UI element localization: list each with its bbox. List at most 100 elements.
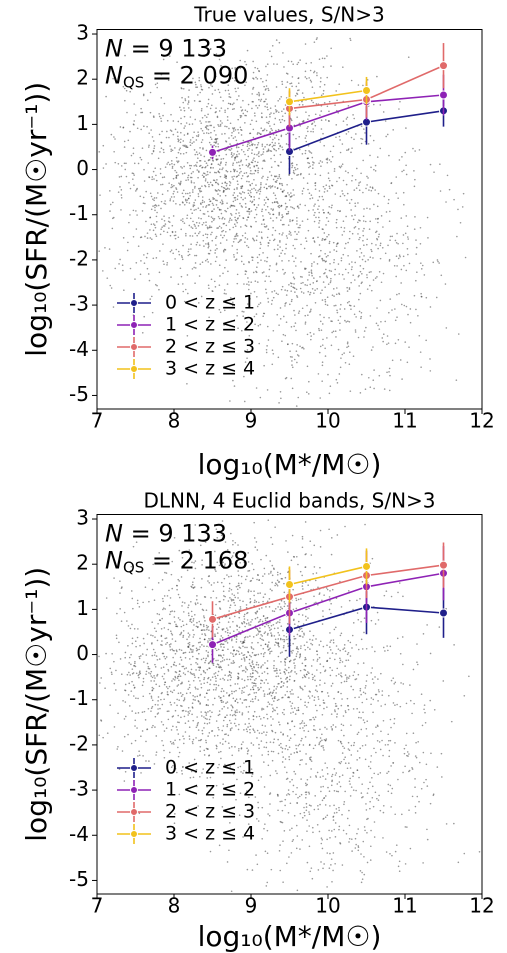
background-point bbox=[292, 642, 294, 645]
background-point bbox=[276, 110, 278, 112]
background-point bbox=[288, 660, 291, 663]
background-point bbox=[271, 692, 274, 695]
background-point bbox=[364, 829, 366, 832]
background-point bbox=[206, 227, 209, 230]
background-point bbox=[199, 745, 202, 748]
background-point bbox=[224, 149, 226, 152]
background-point bbox=[266, 187, 268, 190]
background-point bbox=[215, 659, 217, 662]
background-point bbox=[253, 196, 255, 198]
background-point bbox=[403, 747, 406, 750]
background-point bbox=[253, 665, 255, 668]
background-point bbox=[217, 193, 219, 195]
background-point bbox=[187, 179, 190, 181]
background-point bbox=[337, 739, 340, 742]
background-point bbox=[297, 355, 300, 357]
background-point bbox=[115, 634, 118, 637]
background-point bbox=[425, 763, 428, 766]
background-point bbox=[190, 180, 193, 182]
x-tick-label: 8 bbox=[168, 409, 181, 433]
background-point bbox=[360, 620, 362, 623]
background-point bbox=[261, 145, 264, 147]
background-point bbox=[193, 131, 195, 133]
background-point bbox=[209, 107, 212, 110]
background-point bbox=[169, 199, 171, 202]
background-point bbox=[278, 142, 280, 145]
background-point bbox=[353, 117, 355, 120]
background-point bbox=[356, 612, 359, 614]
background-point bbox=[198, 244, 201, 246]
background-point bbox=[276, 672, 278, 674]
background-point bbox=[386, 133, 389, 136]
y-axis-label: log₁₀(SFR/(M☉yr⁻¹)) bbox=[20, 82, 53, 357]
background-point bbox=[119, 592, 121, 594]
background-point bbox=[201, 578, 203, 580]
background-point bbox=[153, 763, 156, 765]
background-point bbox=[216, 537, 219, 539]
background-point bbox=[151, 686, 154, 689]
background-point bbox=[333, 170, 336, 172]
background-point bbox=[220, 158, 223, 160]
background-point bbox=[284, 649, 287, 652]
background-point bbox=[196, 241, 199, 244]
background-point bbox=[287, 224, 290, 226]
background-point bbox=[332, 288, 335, 290]
background-point bbox=[257, 261, 259, 264]
background-point bbox=[205, 174, 207, 176]
background-point bbox=[176, 677, 179, 679]
background-point bbox=[187, 768, 190, 770]
background-point bbox=[316, 263, 319, 265]
background-point bbox=[299, 124, 302, 127]
background-point bbox=[324, 778, 327, 780]
background-point bbox=[243, 311, 245, 313]
background-point bbox=[266, 63, 269, 65]
background-point bbox=[179, 618, 181, 621]
background-point bbox=[346, 342, 349, 345]
background-point bbox=[247, 143, 249, 146]
background-point bbox=[186, 334, 189, 337]
background-point bbox=[255, 184, 257, 186]
background-point bbox=[253, 157, 255, 159]
y-tick-label: -1 bbox=[69, 201, 89, 225]
background-point bbox=[321, 847, 324, 850]
background-point bbox=[222, 585, 225, 588]
background-point bbox=[207, 640, 209, 642]
background-point bbox=[363, 336, 365, 338]
background-point bbox=[238, 653, 241, 656]
background-point bbox=[224, 174, 226, 176]
background-point bbox=[316, 823, 319, 826]
background-point bbox=[343, 747, 346, 749]
background-point bbox=[333, 249, 335, 251]
background-point bbox=[163, 151, 165, 154]
background-point bbox=[317, 236, 319, 239]
background-point bbox=[211, 711, 213, 714]
background-point bbox=[365, 698, 368, 700]
background-point bbox=[243, 263, 245, 265]
background-point bbox=[378, 233, 380, 236]
background-point bbox=[304, 43, 307, 45]
background-point bbox=[153, 224, 156, 226]
background-point bbox=[334, 193, 337, 195]
background-point bbox=[123, 140, 126, 143]
background-point bbox=[267, 701, 270, 703]
background-point bbox=[308, 150, 310, 152]
background-point bbox=[149, 192, 152, 195]
background-point bbox=[207, 98, 210, 101]
background-point bbox=[154, 715, 157, 718]
background-point bbox=[231, 132, 233, 134]
background-point bbox=[196, 723, 199, 725]
background-point bbox=[285, 72, 288, 75]
background-point bbox=[258, 675, 261, 678]
background-point bbox=[243, 653, 246, 656]
background-point bbox=[231, 754, 234, 757]
background-point bbox=[165, 727, 168, 730]
background-point bbox=[199, 164, 202, 167]
background-point bbox=[124, 651, 127, 654]
background-point bbox=[123, 735, 126, 738]
background-point bbox=[278, 232, 281, 235]
background-point bbox=[289, 675, 291, 678]
background-point bbox=[356, 599, 358, 602]
background-point bbox=[193, 674, 196, 677]
background-point bbox=[168, 55, 171, 57]
background-point bbox=[197, 170, 200, 172]
